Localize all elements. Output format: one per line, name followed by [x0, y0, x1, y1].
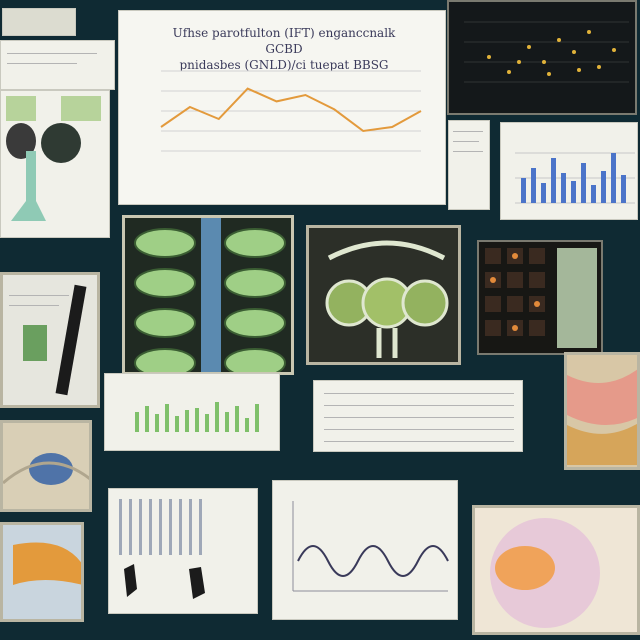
- data-table-panel: [313, 380, 523, 452]
- orange-scan-image: [0, 522, 84, 622]
- green-bar-chart: [104, 373, 280, 451]
- cell-image: [472, 505, 640, 635]
- micrograph-grid: [477, 240, 603, 355]
- spine-illustration: [122, 215, 294, 375]
- chart-title: Ufhse parotfulton (IFT) enganccnalk GCBD…: [159, 25, 409, 73]
- series-line: [160, 87, 422, 133]
- main-line-chart: Ufhse parotfulton (IFT) enganccnalk GCBD…: [118, 10, 446, 205]
- line-plot: [160, 70, 422, 152]
- note-card: [0, 40, 115, 90]
- anatomy-illustration: [0, 90, 110, 238]
- bottom-table-panel: [108, 488, 258, 614]
- scatter-panel: [447, 0, 637, 115]
- chart-title-line-1: Ufhse parotfulton (IFT) enganccnalk GCBD: [172, 26, 396, 56]
- blue-bar-chart: [500, 122, 638, 220]
- chart-title-line-2: pnidasbes (GNLD)/ci tuepat BBSG: [179, 58, 389, 72]
- scan-image: [0, 420, 92, 512]
- side-note: [448, 120, 490, 210]
- organ-illustration: [306, 225, 461, 365]
- tissue-image: [564, 352, 640, 470]
- wave-chart-panel: [272, 480, 458, 620]
- header-card: [2, 8, 76, 36]
- left-screen-panel: [0, 272, 100, 408]
